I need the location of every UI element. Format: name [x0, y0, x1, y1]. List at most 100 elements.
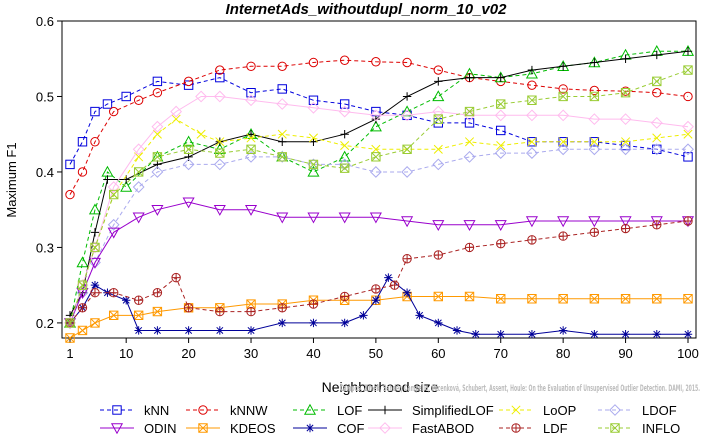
- data-point: [133, 167, 144, 177]
- data-point: [152, 88, 163, 98]
- legend-marker: [303, 403, 317, 415]
- data-point: [88, 203, 102, 215]
- legend-item-ldf: LDF: [499, 421, 568, 434]
- data-point: [277, 152, 287, 162]
- legend-item-odin: ODIN: [100, 421, 177, 434]
- data-point: [338, 158, 351, 171]
- data-point: [401, 166, 413, 178]
- data-point: [558, 62, 568, 71]
- data-point: [151, 204, 164, 216]
- data-point: [590, 58, 599, 67]
- data-point: [90, 242, 100, 253]
- data-point: [90, 288, 100, 298]
- legend-marker: [112, 405, 122, 415]
- data-point: [246, 299, 256, 309]
- legend-marker: [379, 422, 391, 434]
- data-point: [77, 325, 88, 336]
- data-point: [308, 159, 319, 170]
- data-point: [245, 94, 257, 107]
- data-point: [402, 254, 412, 264]
- data-point: [371, 284, 381, 294]
- data-point: [65, 318, 75, 328]
- data-point: [195, 90, 207, 103]
- data-point: [276, 98, 289, 110]
- data-point: [308, 95, 319, 105]
- legend-item-knn: kNN: [100, 403, 169, 418]
- data-point: [433, 144, 443, 154]
- data-point: [102, 99, 113, 109]
- data-point: [77, 167, 88, 177]
- data-point: [103, 175, 112, 184]
- data-point: [415, 311, 424, 320]
- data-point: [371, 57, 381, 67]
- data-point: [152, 152, 163, 162]
- x-tick-label: 30: [244, 346, 258, 361]
- data-point: [107, 218, 120, 231]
- data-point: [652, 88, 662, 98]
- data-point: [432, 220, 445, 232]
- data-point: [278, 137, 287, 146]
- data-point: [108, 106, 119, 117]
- data-point: [557, 143, 570, 156]
- data-point: [496, 294, 506, 304]
- data-point: [527, 95, 537, 105]
- data-point: [621, 330, 630, 339]
- data-point: [213, 158, 226, 171]
- y-tick-label: 0.4: [36, 165, 54, 180]
- data-point: [183, 76, 194, 87]
- data-point: [496, 330, 505, 339]
- data-point: [590, 330, 599, 339]
- series-ldf: [65, 216, 693, 328]
- x-tick-label: 1: [66, 346, 73, 361]
- data-point: [338, 212, 351, 224]
- data-point: [620, 88, 631, 98]
- data-point: [88, 257, 102, 269]
- data-point: [619, 216, 632, 228]
- data-point: [339, 163, 350, 173]
- data-point: [432, 158, 445, 171]
- data-point: [184, 326, 193, 335]
- y-tick-label: 0.5: [36, 89, 54, 104]
- legend-label: LoOP: [543, 403, 576, 418]
- data-point: [246, 130, 256, 139]
- legend-label: COF: [337, 421, 365, 434]
- data-point: [433, 250, 444, 260]
- data-point: [133, 95, 144, 105]
- data-point: [402, 144, 412, 155]
- data-point: [276, 150, 289, 163]
- data-point: [132, 181, 145, 193]
- data-point: [171, 114, 181, 124]
- data-point: [65, 159, 75, 170]
- data-point: [153, 326, 162, 335]
- data-point: [433, 114, 444, 124]
- data-point: [683, 330, 693, 339]
- data-point: [171, 272, 181, 283]
- data-point: [527, 235, 537, 245]
- legend-item-fastabod: FastABOD: [368, 421, 474, 434]
- x-tick-label: 60: [431, 346, 445, 361]
- x-tick-label: 10: [119, 346, 133, 361]
- data-point: [496, 238, 506, 249]
- data-point: [90, 106, 100, 117]
- data-point: [650, 143, 663, 156]
- data-point: [464, 137, 475, 147]
- data-point: [463, 109, 476, 122]
- legend-marker: [609, 404, 621, 416]
- data-point: [402, 288, 412, 297]
- data-point: [434, 77, 443, 86]
- data-point: [620, 223, 631, 234]
- legend-marker: [610, 423, 620, 433]
- legend-marker: [110, 423, 124, 434]
- data-point: [309, 318, 318, 328]
- legend-marker: [511, 423, 521, 433]
- data-point: [182, 197, 195, 209]
- data-point: [277, 303, 287, 313]
- data-point: [683, 91, 693, 102]
- data-point: [277, 129, 287, 139]
- data-point: [558, 231, 568, 241]
- y-axis-label: Maximum F1: [4, 142, 19, 217]
- data-point: [65, 189, 75, 200]
- data-point: [132, 143, 145, 156]
- data-point: [619, 113, 632, 126]
- data-point: [120, 180, 133, 192]
